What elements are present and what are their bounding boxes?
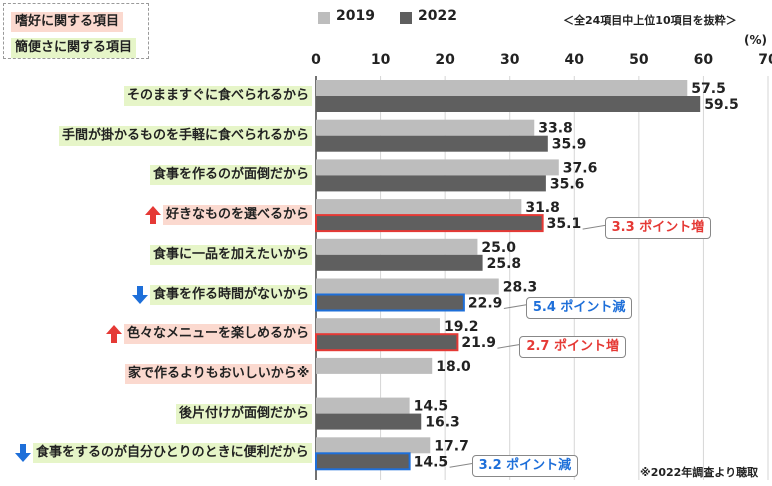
legend-swatch-2022 [400, 12, 412, 24]
bar-2022-8 [316, 413, 422, 430]
value-label-2019-6: 19.2 [444, 319, 479, 335]
x-tick-label-30: 30 [500, 52, 520, 68]
legend-label-2019: 2019 [336, 8, 375, 24]
value-label-2019-5: 28.3 [503, 280, 538, 296]
convenience-tag: 簡便さに関する項目 [11, 38, 137, 58]
value-label-2019-4: 25.0 [481, 240, 516, 256]
decrease-arrow-icon [15, 444, 31, 463]
callout-pointer-3 [582, 224, 607, 230]
change-callout-3: 3.3 ポイント増 [604, 217, 712, 240]
x-tick-label-0: 0 [311, 52, 321, 68]
legend-box: 嗜好に関する項目 簡便さに関する項目 [3, 3, 149, 59]
bar-2022-5 [315, 293, 465, 312]
value-label-2019-3: 31.8 [525, 200, 560, 216]
increase-arrow-icon [106, 325, 122, 344]
bar-2019-5 [316, 278, 499, 295]
change-callout-9: 3.2 ポイント減 [471, 455, 579, 478]
category-label-3: 好きなものを選べるから [163, 205, 313, 226]
preference-tag: 嗜好に関する項目 [11, 12, 124, 32]
legend-swatch-2019 [318, 12, 330, 24]
bar-2022-9 [315, 452, 411, 471]
value-label-2019-7: 18.0 [436, 359, 471, 375]
value-label-2022-9: 14.5 [414, 454, 449, 470]
value-label-2022-6: 21.9 [461, 335, 496, 351]
decrease-arrow-icon [132, 285, 148, 304]
value-label-2022-0: 59.5 [704, 97, 739, 113]
legend-label-2022: 2022 [418, 8, 457, 24]
change-callout-6: 2.7 ポイント増 [519, 336, 626, 359]
bar-2019-0 [316, 80, 688, 96]
bar-2022-0 [316, 96, 701, 112]
x-tick-label-10: 10 [371, 52, 391, 68]
value-label-2019-2: 37.6 [563, 160, 598, 176]
x-tick-label-70: 70 [758, 52, 772, 68]
value-label-2022-5: 22.9 [468, 296, 503, 312]
value-label-2022-1: 35.9 [552, 137, 587, 153]
value-label-2019-1: 33.8 [538, 121, 573, 137]
bar-2019-4 [316, 238, 478, 255]
bar-2019-8 [316, 397, 410, 414]
change-callout-5: 5.4 ポイント減 [525, 296, 633, 319]
scope-note: ＜全24項目中上位10項目を抜粋＞ [563, 14, 737, 27]
bar-2022-6 [315, 333, 459, 352]
bar-2022-2 [316, 175, 546, 192]
bar-2019-3 [316, 199, 522, 216]
bar-2019-6 [316, 318, 440, 335]
category-label-8: 後片付けが面倒だから [176, 403, 313, 424]
unit-label: (%) [744, 33, 767, 47]
bar-2019-2 [316, 159, 559, 176]
increase-arrow-icon [145, 206, 161, 225]
value-label-2019-0: 57.5 [691, 81, 726, 97]
bar-2019-9 [316, 437, 431, 454]
bar-2019-1 [316, 119, 535, 136]
category-label-6: 色々なメニューを楽しめるから [124, 324, 313, 345]
callout-pointer-9 [449, 462, 474, 468]
footnote: ※2022年調査より聴取 [640, 466, 759, 479]
category-label-1: 手間が掛かるものを手軽に食べられるから [59, 125, 313, 146]
bar-2022-1 [316, 135, 548, 152]
x-tick-label-50: 50 [629, 52, 649, 68]
value-label-2019-8: 14.5 [414, 399, 449, 415]
category-label-5: 食事を作る時間がないから [150, 284, 313, 305]
x-tick-label-60: 60 [694, 52, 714, 68]
bar-2019-7 [316, 357, 433, 374]
x-tick-label-40: 40 [565, 52, 585, 68]
value-label-2022-2: 35.6 [550, 176, 585, 192]
x-tick-label-20: 20 [435, 52, 455, 68]
bar-2022-4 [316, 254, 483, 271]
category-label-2: 食事を作るのが面倒だから [150, 165, 313, 186]
category-label-4: 食事に一品を加えたいから [150, 244, 313, 265]
value-label-2022-8: 16.3 [425, 415, 460, 431]
value-label-2022-4: 25.8 [487, 256, 522, 272]
bar-2022-3 [315, 214, 544, 233]
callout-pointer-5 [503, 304, 528, 309]
category-label-9: 食事をするのが自分ひとりのときに便利だから [33, 443, 312, 464]
callout-pointer-6 [497, 343, 522, 349]
value-label-2022-3: 35.1 [547, 216, 582, 232]
value-label-2019-9: 17.7 [434, 438, 469, 454]
category-label-7: 家で作るよりもおいしいから※ [125, 363, 313, 384]
category-label-0: そのまますぐに食べられるから [124, 86, 313, 106]
